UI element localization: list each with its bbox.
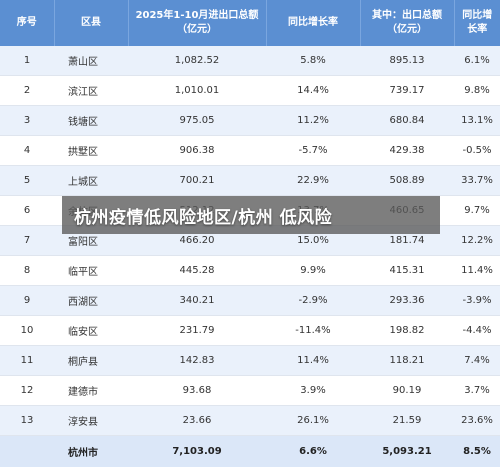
table-cell: 9 xyxy=(0,286,54,316)
table-cell: 340.21 xyxy=(128,286,266,316)
table-cell: 975.05 xyxy=(128,106,266,136)
table-cell: 11.2% xyxy=(266,106,360,136)
column-header: 同比增长率 xyxy=(454,0,500,46)
table-cell: 23.66 xyxy=(128,406,266,436)
table-cell: 2 xyxy=(0,76,54,106)
table-cell: 萧山区 xyxy=(54,46,128,76)
table-cell: 13 xyxy=(0,406,54,436)
table-cell: -4.4% xyxy=(454,316,500,346)
table-cell: 9.7% xyxy=(454,196,500,226)
table-cell: -11.4% xyxy=(266,316,360,346)
table-cell: 5.8% xyxy=(266,46,360,76)
table-cell: 142.83 xyxy=(128,346,266,376)
column-header: 同比增长率 xyxy=(266,0,360,46)
table-cell: 12.2% xyxy=(454,226,500,256)
table-cell: 429.38 xyxy=(360,136,454,166)
table-cell: 22.9% xyxy=(266,166,360,196)
table-cell: 滨江区 xyxy=(54,76,128,106)
table-cell: 11.4% xyxy=(454,256,500,286)
total-cell: 6.6% xyxy=(266,436,360,467)
column-header: 序号 xyxy=(0,0,54,46)
table-cell: 上城区 xyxy=(54,166,128,196)
table-cell: 739.17 xyxy=(360,76,454,106)
table-cell: 9.8% xyxy=(454,76,500,106)
table-cell: 508.89 xyxy=(360,166,454,196)
table-cell: 6.1% xyxy=(454,46,500,76)
table-cell: 11 xyxy=(0,346,54,376)
table-cell: 7 xyxy=(0,226,54,256)
column-header: 区县 xyxy=(54,0,128,46)
table-cell: -3.9% xyxy=(454,286,500,316)
table-cell: 680.84 xyxy=(360,106,454,136)
table-cell: 700.21 xyxy=(128,166,266,196)
table-cell: 9.9% xyxy=(266,256,360,286)
table-cell: 临平区 xyxy=(54,256,128,286)
column-header: 2025年1-10月进出口总额（亿元） xyxy=(128,0,266,46)
table-cell: 6 xyxy=(0,196,54,226)
table-cell: 临安区 xyxy=(54,316,128,346)
table-cell: 445.28 xyxy=(128,256,266,286)
table-cell: 建德市 xyxy=(54,376,128,406)
total-cell: 8.5% xyxy=(454,436,500,467)
table-cell: 3.9% xyxy=(266,376,360,406)
table-cell: 118.21 xyxy=(360,346,454,376)
table-cell: 12 xyxy=(0,376,54,406)
table-cell: 895.13 xyxy=(360,46,454,76)
total-cell: 5,093.21 xyxy=(360,436,454,467)
table-cell: 3 xyxy=(0,106,54,136)
table-cell: 13.1% xyxy=(454,106,500,136)
table-cell: 11.4% xyxy=(266,346,360,376)
total-cell: 7,103.09 xyxy=(128,436,266,467)
table-cell: -5.7% xyxy=(266,136,360,166)
total-cell: 杭州市 xyxy=(54,436,128,467)
table-cell: -2.9% xyxy=(266,286,360,316)
table-cell: 23.6% xyxy=(454,406,500,436)
table-cell: 西湖区 xyxy=(54,286,128,316)
banner-text: 杭州疫情低风险地区/杭州 低风险 xyxy=(74,203,332,228)
table-cell: 10 xyxy=(0,316,54,346)
total-cell xyxy=(0,436,54,467)
table-cell: 26.1% xyxy=(266,406,360,436)
table-cell: -0.5% xyxy=(454,136,500,166)
table-cell: 14.4% xyxy=(266,76,360,106)
table-cell: 1,010.01 xyxy=(128,76,266,106)
table-cell: 淳安县 xyxy=(54,406,128,436)
table-cell: 7.4% xyxy=(454,346,500,376)
table-cell: 415.31 xyxy=(360,256,454,286)
table-cell: 8 xyxy=(0,256,54,286)
table-cell: 桐庐县 xyxy=(54,346,128,376)
table-cell: 1 xyxy=(0,46,54,76)
column-header: 其中：出口总额（亿元） xyxy=(360,0,454,46)
table-cell: 293.36 xyxy=(360,286,454,316)
table-cell: 钱塘区 xyxy=(54,106,128,136)
table-cell: 198.82 xyxy=(360,316,454,346)
table-cell: 33.7% xyxy=(454,166,500,196)
table-cell: 21.59 xyxy=(360,406,454,436)
table-cell: 1,082.52 xyxy=(128,46,266,76)
table-cell: 3.7% xyxy=(454,376,500,406)
table-cell: 4 xyxy=(0,136,54,166)
overlay-banner: 杭州疫情低风险地区/杭州 低风险 xyxy=(62,196,440,234)
table-cell: 906.38 xyxy=(128,136,266,166)
table-cell: 90.19 xyxy=(360,376,454,406)
table-cell: 93.68 xyxy=(128,376,266,406)
table-cell: 5 xyxy=(0,166,54,196)
table-cell: 231.79 xyxy=(128,316,266,346)
table-cell: 拱墅区 xyxy=(54,136,128,166)
